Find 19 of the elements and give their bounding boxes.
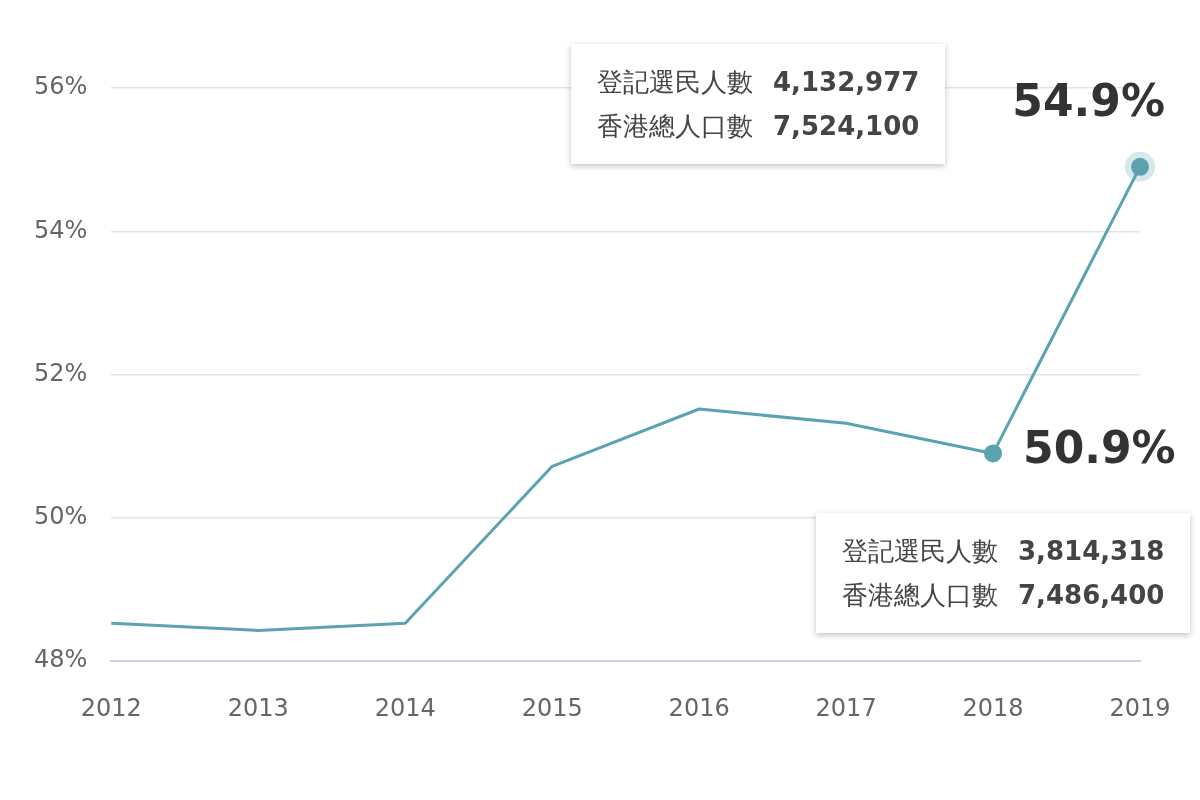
x-tick-label: 2018 — [962, 693, 1024, 722]
y-tick-label: 52% — [34, 358, 88, 387]
data-label: 50.9% — [1023, 421, 1176, 473]
x-tick-label: 2017 — [815, 693, 877, 722]
y-tick-label: 54% — [34, 215, 88, 244]
x-tick-label: 2016 — [668, 693, 730, 722]
annotation: 香港總人口數 7,524,100 — [597, 111, 920, 141]
x-tick-label: 2012 — [80, 693, 142, 722]
x-tick-label: 2015 — [521, 693, 583, 722]
y-tick-label: 56% — [34, 72, 88, 101]
x-tick-label: 2019 — [1109, 693, 1171, 722]
data-label: 54.9% — [1012, 75, 1165, 127]
y-tick-label: 48% — [34, 645, 88, 674]
annotation: 香港總人口數 7,486,400 — [842, 580, 1165, 611]
y-tick-label: 50% — [34, 502, 88, 531]
annotation: 登記選民人數 3,814,318 — [842, 536, 1165, 567]
x-tick-label: 2014 — [374, 693, 436, 722]
x-tick-label: 2013 — [227, 693, 289, 722]
annotation: 登記選民人數 4,132,977 — [597, 67, 920, 97]
